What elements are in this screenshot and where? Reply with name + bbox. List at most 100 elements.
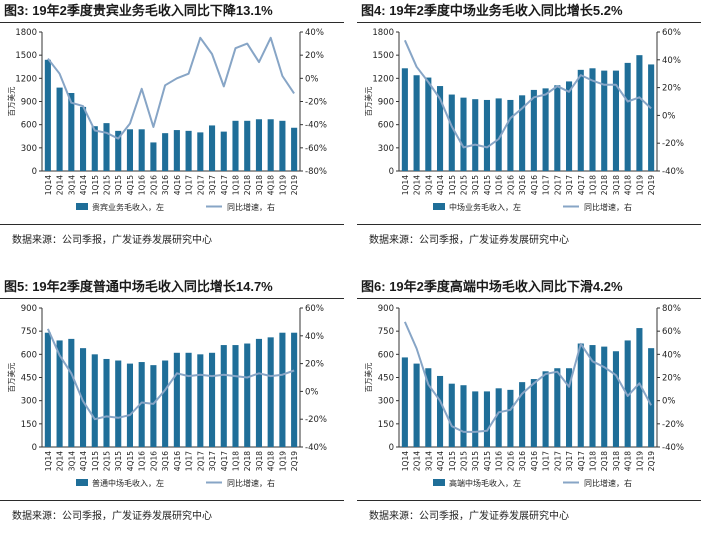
bar [425, 368, 432, 447]
x-tick-label: 2Q16 [149, 175, 158, 195]
bar [291, 332, 298, 447]
x-tick-label: 3Q17 [565, 175, 574, 195]
bar [636, 328, 643, 447]
bar [56, 340, 63, 447]
right-tick-label: -20% [662, 139, 684, 149]
bar [138, 362, 145, 447]
figure-5-title: 图5: 19年2季度普通中场毛收入同比增长14.7% [4, 276, 344, 298]
x-tick-label: 3Q18 [612, 175, 621, 195]
bar [472, 99, 479, 171]
x-tick-label: 1Q14 [44, 175, 53, 195]
right-tick-label: 40% [305, 332, 324, 342]
x-tick-label: 1Q18 [589, 175, 598, 195]
bar [542, 371, 549, 447]
figure-3-source: 数据来源：公司季报，广发证券发展研究中心 [12, 235, 212, 246]
x-tick-label: 1Q14 [44, 451, 53, 471]
bar [126, 363, 134, 447]
bar [220, 131, 227, 171]
left-tick-label: 0 [32, 167, 37, 177]
bar [173, 130, 180, 171]
bar [648, 64, 655, 171]
x-tick-label: 4Q15 [126, 175, 135, 195]
x-tick-label: 3Q17 [208, 175, 217, 195]
x-tick-label: 2Q15 [103, 175, 112, 195]
left-tick-label: 300 [21, 397, 37, 407]
right-tick-label: -40% [305, 121, 327, 131]
figure-3-panel: 图3: 19年2季度贵宾业务毛收入同比下降13.1% 0 300 600 900 120… [0, 0, 344, 262]
right-tick-label: -60% [305, 144, 327, 154]
legend-line-label: 同比增速，右 [227, 202, 275, 212]
bar [495, 98, 502, 171]
x-tick-label: 1Q16 [495, 175, 504, 195]
x-tick-label: 1Q14 [401, 451, 410, 471]
x-tick-label: 3Q17 [565, 451, 574, 471]
bar [589, 68, 596, 171]
bar [413, 363, 420, 447]
left-tick-label: 1500 [372, 51, 394, 61]
bar [244, 343, 251, 447]
y-axis-title: 百万美元 [363, 86, 373, 116]
bar [162, 360, 169, 447]
x-tick-label: 1Q18 [589, 451, 598, 471]
left-tick-label: 900 [21, 304, 37, 314]
bar [91, 354, 98, 447]
x-tick-label: 4Q16 [173, 451, 182, 471]
bar [601, 346, 608, 447]
bar [554, 368, 561, 447]
x-tick-label: 4Q14 [436, 451, 445, 471]
growth-line [47, 36, 295, 140]
right-tick-label: 20% [305, 51, 324, 61]
left-tick-label: 300 [21, 144, 37, 154]
left-tick-label: 0 [389, 167, 394, 177]
bar [208, 352, 216, 447]
bar [401, 68, 408, 171]
bar [79, 106, 87, 171]
right-tick-label: 60% [662, 327, 681, 337]
bar [138, 129, 145, 171]
right-tick-label: 0% [662, 397, 676, 407]
bar [255, 119, 263, 171]
bar [267, 119, 274, 171]
bar [448, 94, 455, 171]
x-tick-label: 4Q16 [530, 175, 539, 195]
y-axis-title: 百万美元 [6, 362, 16, 392]
left-tick-label: 150 [21, 420, 37, 430]
x-tick-label: 2Q16 [506, 451, 515, 471]
x-tick-label: 1Q16 [138, 451, 147, 471]
right-tick-label: 0% [662, 111, 676, 121]
x-tick-label: 1Q17 [185, 451, 194, 471]
left-tick-label: 600 [378, 350, 394, 360]
left-tick-label: 1500 [15, 51, 37, 61]
bar [565, 368, 573, 447]
left-tick-label: 600 [378, 121, 394, 131]
left-tick-label: 1200 [372, 74, 394, 84]
legend-line-label: 同比增速，右 [584, 202, 632, 212]
bar [413, 75, 420, 171]
bar [519, 95, 526, 171]
x-tick-label: 2Q19 [290, 175, 299, 195]
x-tick-label: 3Q18 [612, 451, 621, 471]
growth-line [46, 328, 295, 421]
x-tick-label: 3Q16 [518, 451, 527, 471]
bar [103, 123, 110, 171]
bar [232, 345, 239, 447]
bar [267, 337, 274, 447]
x-tick-label: 2Q19 [290, 451, 299, 471]
bar [636, 55, 643, 171]
source-rule [0, 500, 344, 501]
left-tick-label: 600 [21, 121, 37, 131]
x-tick-label: 4Q14 [436, 175, 445, 195]
x-tick-label: 1Q16 [138, 175, 147, 195]
x-tick-label: 3Q16 [161, 451, 170, 471]
bar [244, 120, 251, 171]
legend-bar-label: 高端中场毛收入，左 [449, 478, 521, 488]
figure-title-text: 19年2季度高端中场毛收入同比下滑4.2% [389, 279, 623, 294]
x-tick-label: 3Q14 [424, 175, 433, 195]
x-tick-label: 2Q16 [506, 175, 515, 195]
bar [103, 358, 110, 447]
bar [44, 332, 51, 447]
bar [79, 348, 87, 447]
bar [232, 120, 239, 171]
figure-3-chart: 0 300 600 900 1200 1500 1800 -80% -60% -40% -20% 0%… [6, 28, 327, 212]
figure-6-source: 数据来源：公司季报，广发证券发展研究中心 [369, 511, 569, 522]
